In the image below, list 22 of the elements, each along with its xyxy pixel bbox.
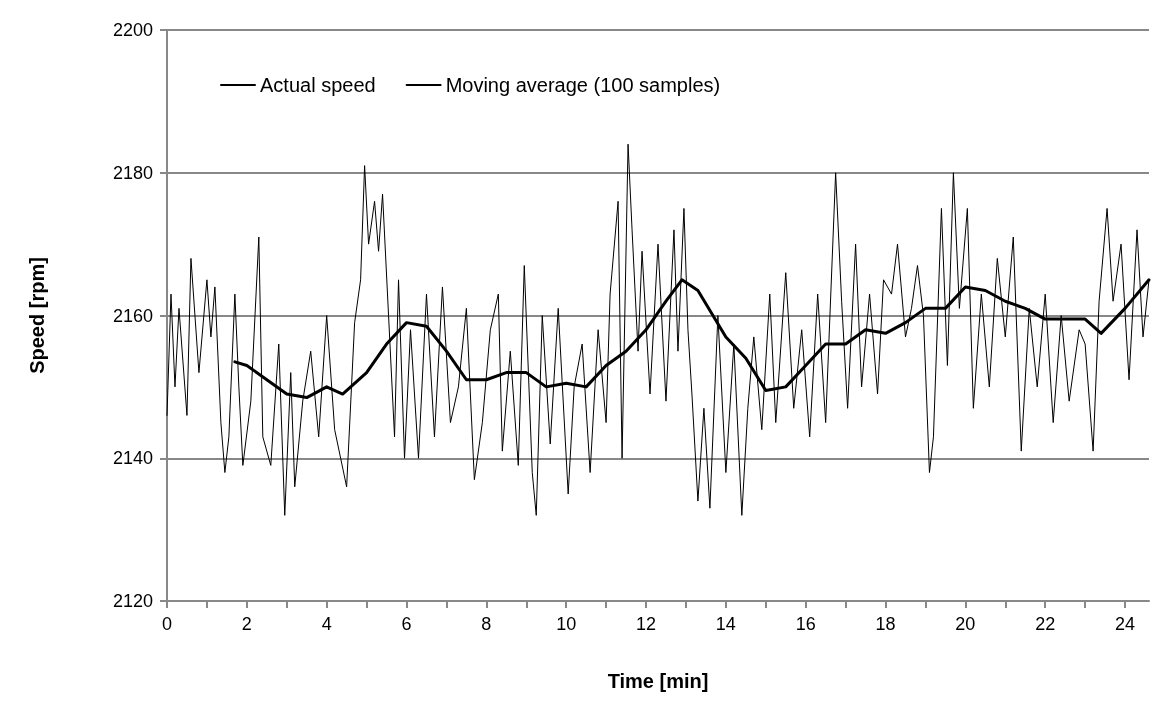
- x-tick-label: 8: [481, 614, 492, 634]
- x-tick-label: 2: [241, 614, 252, 634]
- x-axis-title: Time [min]: [607, 670, 709, 692]
- x-tick-label: 18: [875, 614, 896, 634]
- y-axis-title: Speed [rpm]: [26, 257, 48, 374]
- x-tick-label: 22: [1035, 614, 1056, 634]
- x-tick-label: 10: [556, 614, 577, 634]
- x-tick-label: 4: [321, 614, 332, 634]
- x-tick-label: 16: [795, 614, 816, 634]
- y-tick-label: 2180: [112, 162, 153, 183]
- x-tick-label: 6: [401, 614, 412, 634]
- y-tick-label: 2140: [112, 448, 153, 469]
- x-tick-label: 12: [636, 614, 657, 634]
- x-tick-label: 24: [1115, 614, 1136, 634]
- x-tick-label: 20: [955, 614, 976, 634]
- y-tick-label: 2200: [112, 20, 153, 40]
- y-tick-label: 2120: [112, 591, 153, 611]
- legend-label: Actual speed: [260, 74, 376, 96]
- legend-label: Moving average (100 samples): [445, 74, 721, 96]
- x-tick-label: 14: [715, 614, 736, 634]
- y-tick-label: 2160: [112, 305, 153, 326]
- x-tick-label: 0: [161, 614, 173, 634]
